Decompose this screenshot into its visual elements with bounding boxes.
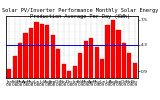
Bar [29, 28, 33, 78]
Bar [73, 66, 77, 78]
Bar [78, 53, 82, 78]
Text: Solar PV/Inverter Performance Monthly Solar Energy Production Average Per Day (K: Solar PV/Inverter Performance Monthly So… [2, 8, 158, 19]
Bar [24, 33, 28, 78]
Bar [122, 43, 126, 78]
Bar [95, 47, 99, 78]
Bar [51, 35, 55, 78]
Bar [105, 25, 110, 78]
Bar [45, 25, 49, 78]
Bar [111, 20, 115, 78]
Bar [12, 56, 17, 78]
Bar [40, 24, 44, 78]
Bar [67, 71, 71, 78]
Bar [56, 48, 60, 78]
Bar [100, 59, 104, 78]
Bar [62, 64, 66, 78]
Bar [116, 30, 120, 78]
Bar [34, 22, 39, 78]
Bar [18, 43, 22, 78]
Bar [84, 41, 88, 78]
Bar [127, 53, 132, 78]
Bar [7, 69, 11, 78]
Bar [89, 38, 93, 78]
Bar [133, 62, 137, 78]
